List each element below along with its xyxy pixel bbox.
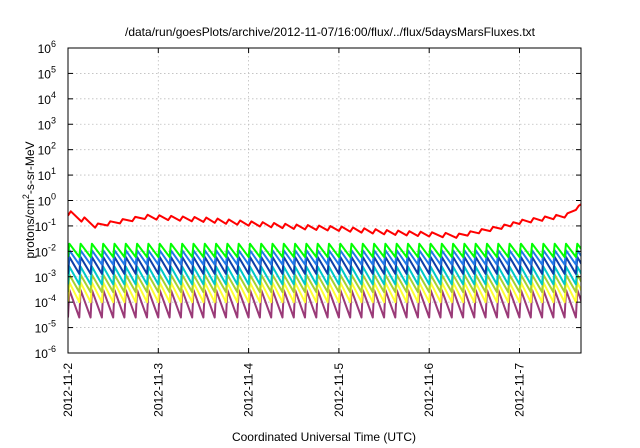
y-axis-label: protons/cm2-s-sr-MeV	[21, 141, 37, 258]
chart-title: /data/run/goesPlots/archive/2012-11-07/1…	[125, 25, 536, 39]
y-tick-label: 104	[38, 90, 56, 107]
x-tick-label: 2012-11-2	[61, 363, 75, 417]
x-axis: 2012-11-2 2012-11-3 2012-11-4 2012-11-5 2012…	[61, 48, 527, 417]
series-line	[68, 203, 581, 239]
y-tick-label: 105	[38, 64, 56, 81]
y-tick-label: 10-2	[35, 242, 56, 259]
series-line	[68, 242, 581, 258]
y-tick-label: 103	[38, 115, 56, 132]
y-tick-label: 10-4	[35, 293, 56, 310]
x-tick-label: 2012-11-7	[513, 363, 527, 417]
y-tick-label: 10-1	[35, 217, 56, 234]
y-tick-label: 10-6	[35, 344, 56, 361]
y-tick-label: 10-3	[35, 268, 56, 285]
y-tick-label: 102	[38, 141, 56, 158]
series-line	[68, 289, 581, 319]
series-line	[68, 273, 581, 294]
y-tick-label: 100	[38, 192, 56, 209]
y-tick-label: 106	[38, 39, 56, 56]
series-layer	[68, 203, 581, 319]
y-tick-label: 101	[38, 166, 56, 183]
series-line	[68, 249, 581, 266]
x-tick-label: 2012-11-6	[422, 363, 436, 417]
series-line	[68, 256, 581, 275]
x-tick-label: 2012-11-3	[151, 363, 165, 417]
x-tick-label: 2012-11-5	[332, 363, 346, 417]
x-tick-label: 2012-11-4	[242, 363, 256, 417]
x-axis-label: Coordinated Universal Time (UTC)	[232, 430, 416, 444]
y-axis: 10-6 10-5 10-4 10-3 10-2 10-1 100 101 102 103 104 1…	[35, 39, 581, 361]
series-line	[68, 265, 581, 286]
y-tick-label: 10-5	[35, 319, 56, 336]
series-line	[68, 281, 581, 304]
